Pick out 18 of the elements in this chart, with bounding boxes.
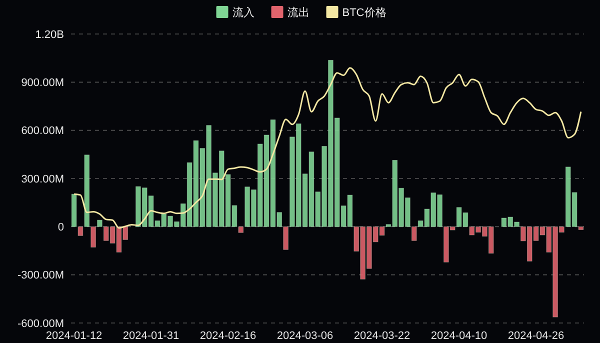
y-tick-label: 600.00M [21, 125, 64, 138]
y-tick-label: 300.00M [21, 173, 64, 186]
y-tick-label: -600.00M [18, 318, 64, 330]
y-tick-label: -300.00M [18, 270, 64, 282]
x-tick-label: 2024-03-22 [354, 330, 410, 342]
x-tick-label: 2024-04-26 [508, 330, 564, 342]
x-tick-label: 2024-01-12 [46, 330, 102, 342]
x-tick-label: 2024-03-06 [276, 330, 334, 342]
legend-label: 流出 [287, 6, 310, 19]
line-series [73, 67, 582, 229]
x-tick-label: 2024-04-10 [430, 330, 488, 342]
y-tick-label: 1.20B [35, 28, 64, 41]
y-tick-label: 0 [58, 222, 64, 234]
y-tick-label: 900.00M [21, 77, 64, 90]
x-tick-label: 2024-01-31 [122, 330, 180, 342]
legend-label: 流入 [232, 6, 254, 19]
legend-label: BTC价格 [342, 6, 386, 19]
x-tick-label: 2024-02-16 [200, 330, 256, 342]
